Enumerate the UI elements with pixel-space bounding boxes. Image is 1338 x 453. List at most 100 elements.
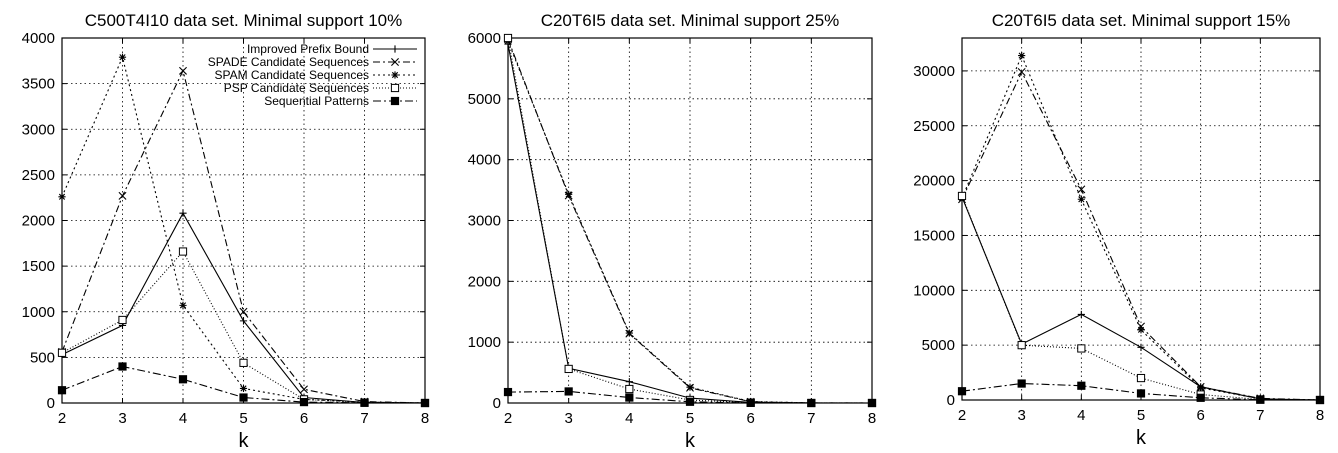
y-tick-label: 0 (493, 395, 501, 412)
y-tick-label: 15000 (913, 227, 955, 244)
data-point (239, 307, 248, 316)
x-tick-label: 3 (1017, 407, 1025, 424)
x-tick-label: 2 (958, 407, 966, 424)
y-tick-label: 6000 (468, 30, 501, 47)
legend-marker (391, 71, 399, 79)
chart-title: C500T4I10 data set. Minimal support 10% (85, 11, 403, 30)
data-point (1196, 393, 1205, 402)
y-tick-label: 5000 (922, 337, 955, 354)
data-point (179, 209, 187, 217)
series-line (507, 39, 873, 404)
x-tick-label: 5 (1137, 407, 1145, 424)
data-point (420, 398, 430, 408)
data-point (564, 364, 573, 374)
series-sequential-patterns (957, 379, 1325, 405)
legend-marker (391, 45, 399, 53)
legend-marker (390, 83, 400, 93)
y-tick-label: 30000 (913, 63, 955, 80)
x-tick-label: 6 (1196, 407, 1204, 424)
data-point (503, 387, 513, 397)
y-tick-label: 3500 (22, 76, 55, 93)
y-tick-label: 4000 (22, 30, 55, 47)
x-axis-label: k (685, 430, 696, 452)
x-tick-label: 5 (239, 410, 247, 427)
data-point (300, 385, 308, 394)
data-point (1077, 310, 1085, 319)
x-tick-label: 3 (564, 410, 572, 427)
y-tick-label: 1500 (22, 258, 55, 275)
data-point (118, 362, 127, 371)
x-tick-label: 6 (300, 410, 308, 427)
data-point (1017, 68, 1026, 76)
data-point (625, 384, 634, 394)
x-axis-label: k (239, 430, 250, 452)
data-point (239, 358, 248, 367)
x-tick-label: 7 (360, 410, 368, 427)
data-point (1077, 185, 1086, 194)
legend-label: SPAM Candidate Sequences (214, 68, 369, 82)
series-line (61, 55, 426, 404)
data-point (118, 191, 127, 200)
y-tick-label: 4000 (468, 152, 501, 169)
data-point (178, 247, 188, 256)
legend-marker (391, 58, 399, 66)
data-point (1136, 389, 1146, 398)
data-point (807, 398, 816, 408)
data-point (1315, 395, 1325, 405)
data-point (625, 378, 633, 386)
x-tick-label: 8 (1316, 407, 1324, 424)
data-point (565, 190, 573, 198)
data-point (685, 397, 695, 406)
data-point (178, 375, 188, 384)
y-tick-label: 5000 (468, 91, 501, 108)
series-spade-candidate-sequences (504, 35, 876, 407)
data-point (57, 386, 67, 395)
y-tick-label: 25000 (913, 118, 955, 135)
data-point (58, 193, 66, 201)
x-tick-label: 8 (421, 410, 429, 427)
data-point (1018, 51, 1026, 60)
series-sequential-patterns (57, 362, 430, 408)
x-tick-label: 7 (1256, 407, 1264, 424)
y-tick-label: 10000 (913, 282, 955, 299)
y-tick-label: 0 (47, 395, 55, 412)
chart-1: C500T4I10 data set. Minimal support 10% 0… (22, 11, 430, 452)
data-point (686, 383, 694, 391)
data-point (1137, 326, 1145, 334)
chart-title: C20T6I5 data set. Minimal support 25% (541, 11, 840, 30)
data-point (503, 33, 513, 43)
legend-marker (390, 96, 400, 106)
data-point (118, 53, 127, 61)
y-tick-label: 2000 (22, 213, 55, 230)
x-tick-label: 5 (686, 410, 694, 427)
data-point (239, 393, 248, 402)
y-tick-label: 1000 (468, 334, 501, 351)
series-line (961, 195, 1321, 401)
x-tick-label: 4 (625, 410, 633, 427)
x-tick-label: 4 (179, 410, 187, 427)
data-point (299, 397, 309, 407)
series-sequential-patterns (503, 387, 877, 408)
y-tick-label: 20000 (913, 173, 955, 190)
data-point (1256, 395, 1265, 404)
x-tick-label: 8 (868, 410, 876, 427)
data-point (118, 315, 127, 325)
y-tick-label: 0 (947, 392, 955, 409)
data-point (239, 384, 248, 392)
data-point (1137, 343, 1145, 351)
data-point (1197, 384, 1205, 392)
chart-2: C20T6I5 data set. Minimal support 25% 0 10… (468, 11, 877, 452)
x-tick-label: 6 (746, 410, 754, 427)
data-point (239, 317, 248, 325)
y-tick-label: 3000 (22, 121, 55, 138)
y-tick-label: 1000 (22, 304, 55, 321)
y-tick-label: 500 (30, 349, 55, 366)
x-tick-label: 2 (504, 410, 512, 427)
x-axis-label: k (1136, 427, 1147, 449)
data-point (1017, 379, 1026, 388)
chart-title: C20T6I5 data set. Minimal support 15% (992, 11, 1291, 30)
x-tick-label: 7 (807, 410, 815, 427)
data-point (1017, 341, 1026, 350)
